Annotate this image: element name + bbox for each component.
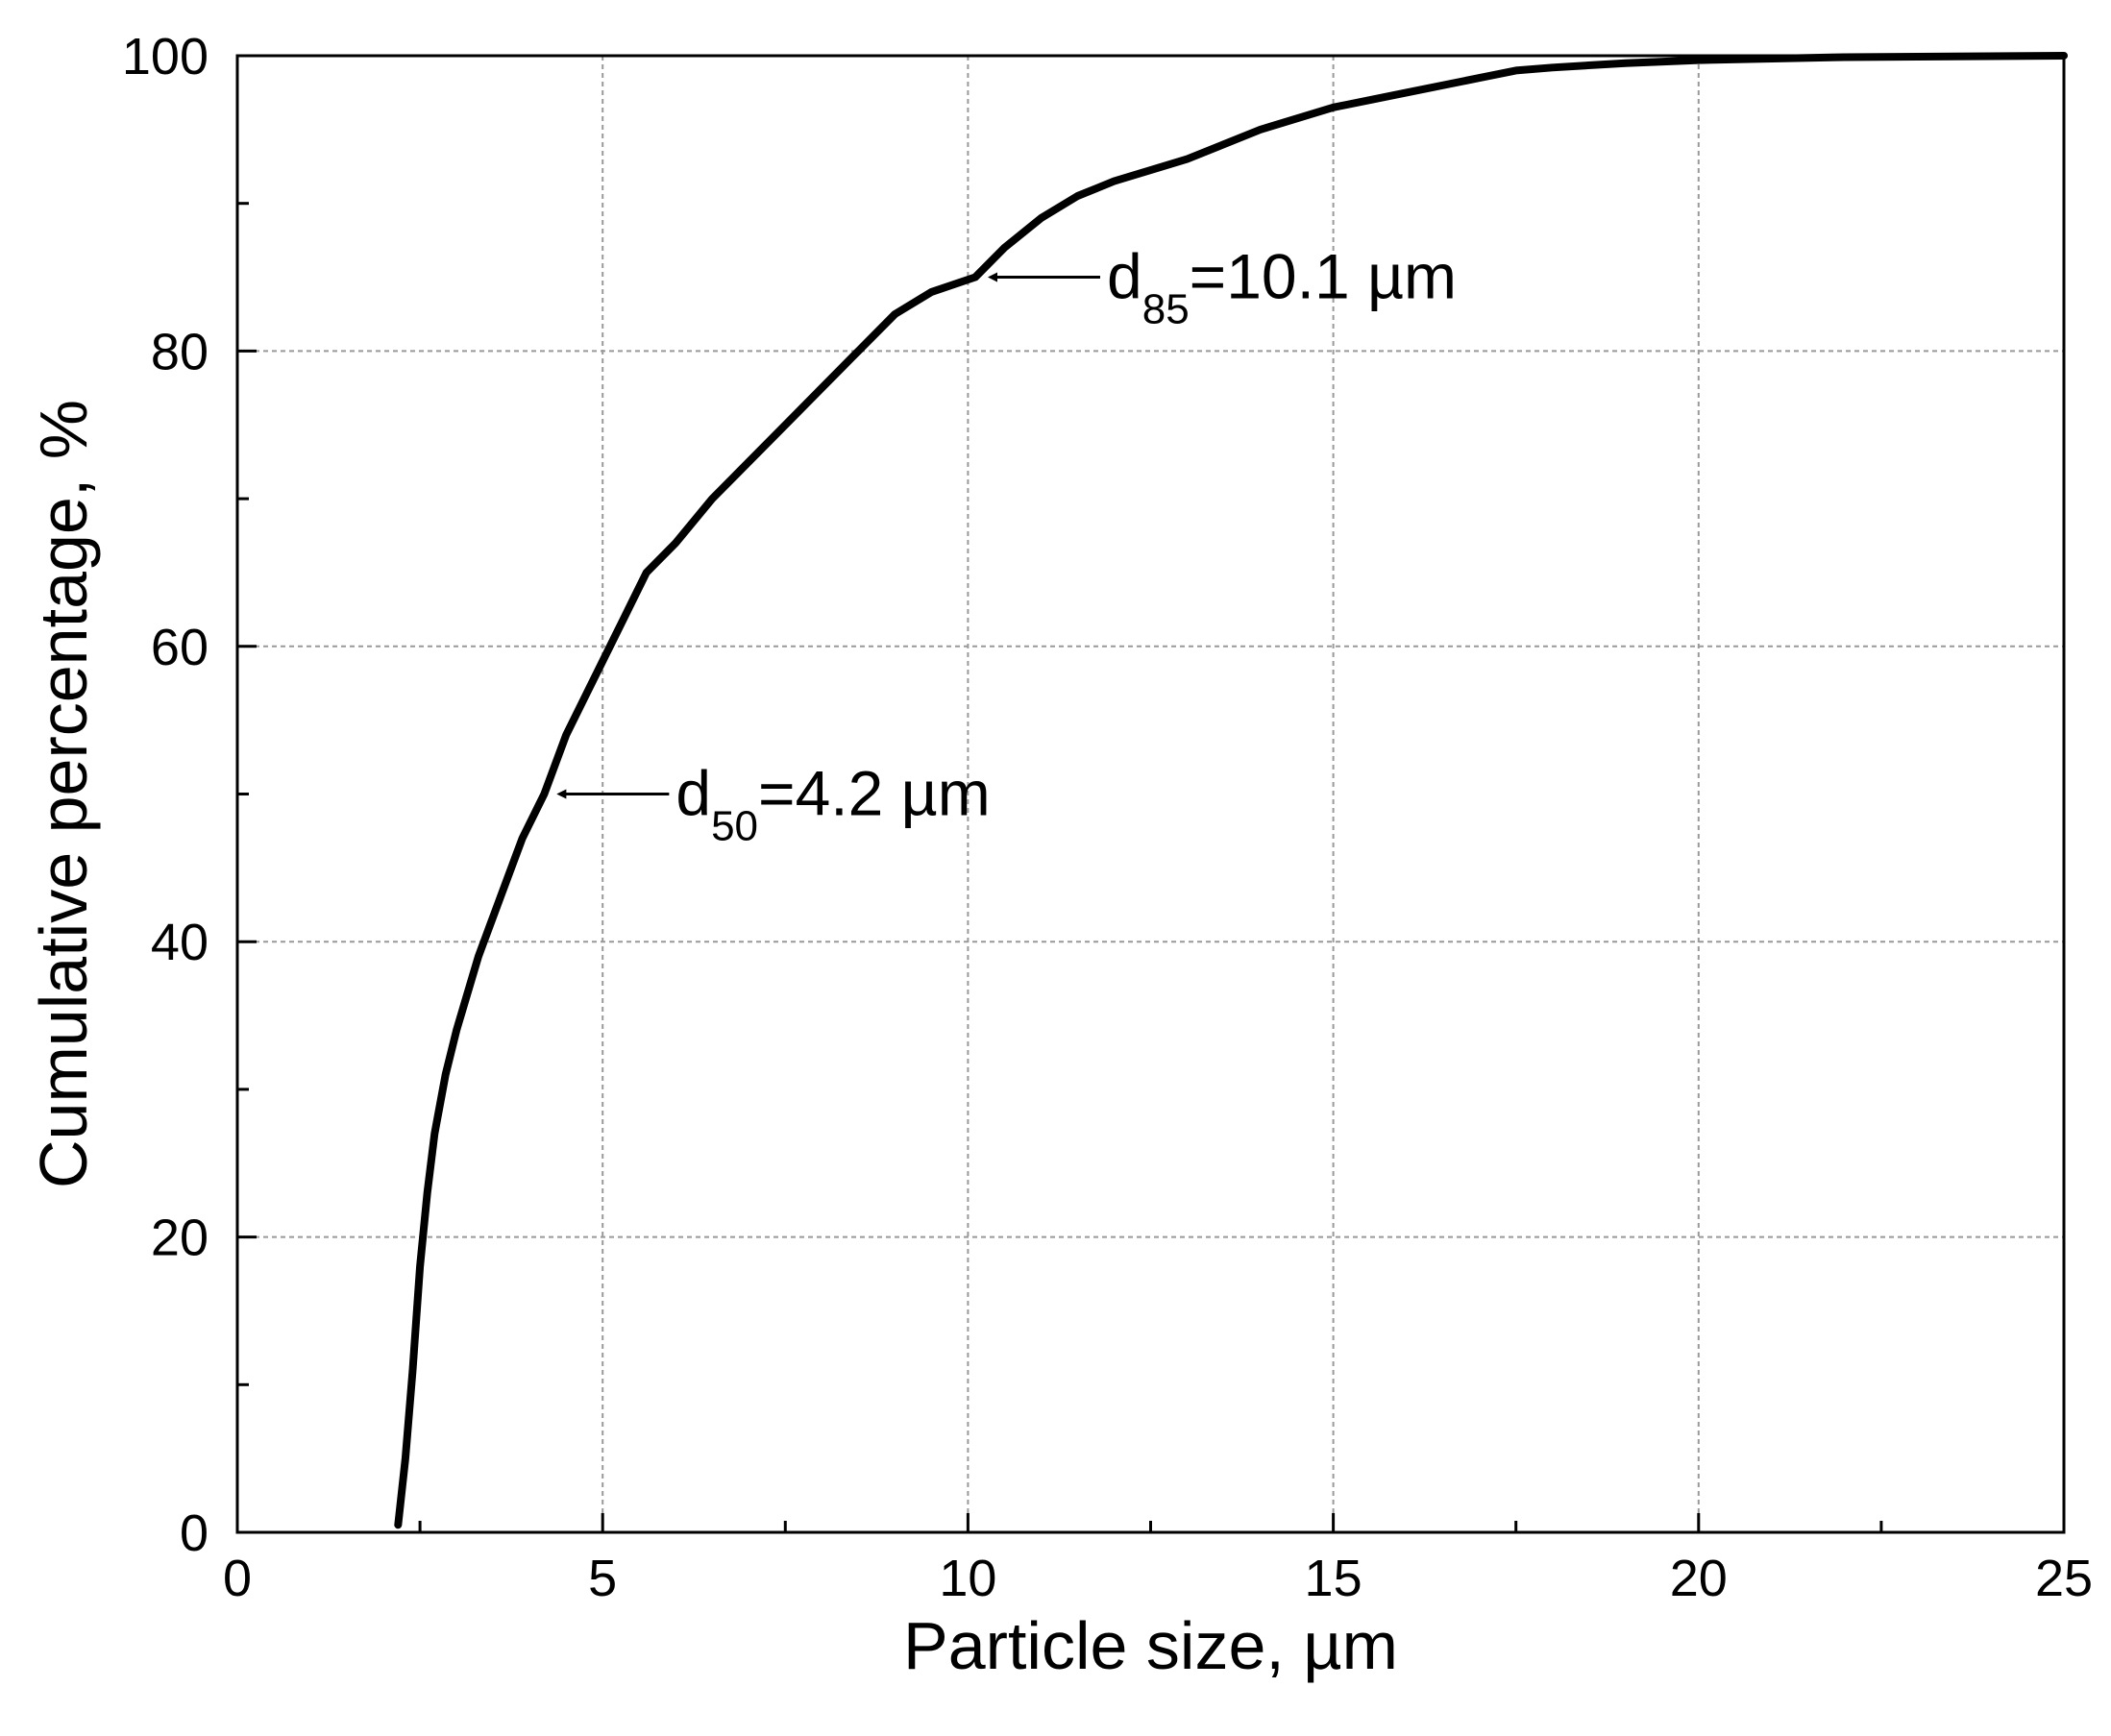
plot-frame xyxy=(235,54,2066,1534)
annotation-label: d50=4.2 µm xyxy=(675,758,990,850)
x-tick-label: 20 xyxy=(1670,1550,1728,1607)
y-tick-label: 80 xyxy=(151,323,209,380)
annotation-label: d85=10.1 µm xyxy=(1107,241,1457,333)
axis-ticks xyxy=(235,54,2066,1534)
y-tick-label: 40 xyxy=(151,914,209,971)
grid-lines xyxy=(237,56,2064,1532)
x-tick-label: 15 xyxy=(1305,1550,1362,1607)
x-axis-label: Particle size, µm xyxy=(903,1608,1398,1683)
x-tick-label: 0 xyxy=(223,1550,252,1607)
y-tick-label: 0 xyxy=(180,1504,209,1562)
annotations: d50=4.2 µm d85=10.1 µm xyxy=(556,241,1457,850)
y-tick-label: 60 xyxy=(151,619,209,676)
tick-labels: 0 5 10 15 20 25 0 20 40 60 80 100 xyxy=(122,28,2093,1607)
y-tick-label: 100 xyxy=(122,28,209,86)
data-series xyxy=(394,52,2068,1529)
y-tick-label: 20 xyxy=(151,1210,209,1267)
y-axis-label: Cumulative percentage, % xyxy=(26,400,101,1188)
cumulative-curve xyxy=(394,52,2068,1529)
x-tick-label: 10 xyxy=(939,1550,996,1607)
x-tick-label: 5 xyxy=(588,1550,617,1607)
x-tick-label: 25 xyxy=(2035,1550,2093,1607)
